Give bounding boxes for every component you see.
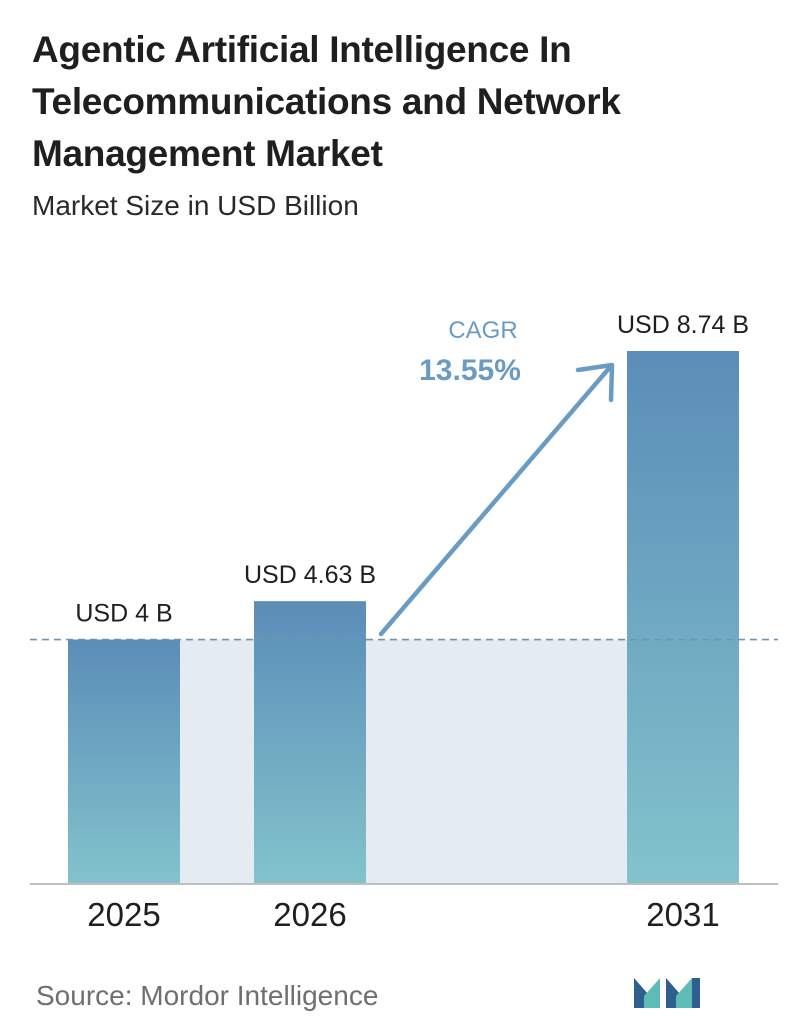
chart-title: Agentic Artificial Intelligence In Telec… — [32, 29, 621, 174]
x-tick-label-2025: 2025 — [87, 896, 160, 933]
x-tick-label-2026: 2026 — [273, 896, 346, 933]
bar-2031 — [627, 351, 739, 883]
source-text: Source: Mordor Intelligence — [36, 980, 379, 1011]
chart-subtitle: Market Size in USD Billion — [32, 190, 359, 221]
bar-2025 — [68, 639, 180, 883]
x-tick-label-2031: 2031 — [646, 896, 719, 933]
value-label-2031: USD 8.74 B — [617, 311, 749, 339]
value-label-2026: USD 4.63 B — [244, 561, 376, 589]
cagr-arrow — [378, 363, 614, 637]
cagr-value: 13.55% — [419, 354, 521, 387]
cagr-label: CAGR — [448, 317, 517, 344]
bar-chart: USD 4 B USD 4.63 B USD 8.74 B CAGR 13.55% 2… — [30, 311, 778, 933]
value-label-2025: USD 4 B — [75, 600, 172, 628]
bar-2026 — [254, 601, 366, 883]
cagr-arrow-head — [575, 362, 615, 403]
mordor-intelligence-logo-icon — [634, 978, 700, 1008]
